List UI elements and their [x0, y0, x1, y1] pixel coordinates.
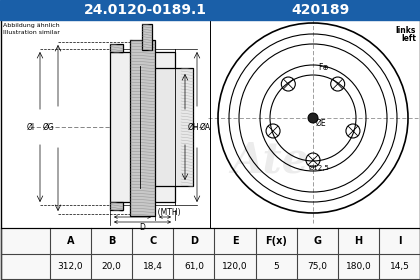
Bar: [0, 228, 420, 279]
Text: 20,0: 20,0: [102, 262, 122, 271]
Text: C (MTH): C (MTH): [150, 207, 180, 216]
Text: H: H: [354, 236, 362, 246]
Text: F(x): F(x): [265, 236, 287, 246]
Bar: [110, 202, 123, 210]
Text: Illustration similar: Illustration similar: [3, 30, 60, 35]
Text: B: B: [108, 236, 116, 246]
Text: 75,0: 75,0: [307, 262, 327, 271]
Text: left: left: [401, 34, 416, 43]
Text: B: B: [130, 207, 135, 216]
Text: ØA: ØA: [200, 123, 211, 132]
Text: 120,0: 120,0: [222, 262, 248, 271]
Bar: [130, 40, 155, 216]
Text: 420189: 420189: [291, 3, 349, 17]
Text: links: links: [396, 26, 416, 35]
Text: 61,0: 61,0: [184, 262, 204, 271]
Text: 5: 5: [273, 262, 279, 271]
Text: 18,4: 18,4: [143, 262, 163, 271]
Text: D: D: [190, 236, 198, 246]
Bar: [0, 0, 420, 20]
Text: D: D: [139, 223, 145, 232]
Text: 312,0: 312,0: [58, 262, 83, 271]
Bar: [140, 68, 193, 186]
Bar: [110, 44, 123, 52]
Text: Ø12,5: Ø12,5: [309, 165, 329, 171]
Text: A: A: [67, 236, 74, 246]
Text: G: G: [313, 236, 321, 246]
Text: 180,0: 180,0: [346, 262, 371, 271]
Text: 24.0120-0189.1: 24.0120-0189.1: [84, 3, 207, 17]
Text: ØH: ØH: [188, 123, 199, 132]
Text: 14,5: 14,5: [389, 262, 410, 271]
Text: ØI: ØI: [27, 123, 35, 132]
Text: ØG: ØG: [43, 123, 55, 132]
Text: ØE: ØE: [316, 118, 327, 127]
Bar: [110, 52, 175, 202]
Text: E: E: [232, 236, 238, 246]
Text: Abbildung ähnlich: Abbildung ähnlich: [3, 23, 60, 28]
Text: F⊕: F⊕: [318, 62, 329, 71]
Text: Ate: Ate: [231, 139, 309, 181]
Bar: [0, 228, 420, 279]
Bar: [142, 24, 152, 50]
Text: I: I: [398, 236, 401, 246]
Circle shape: [308, 113, 318, 123]
Text: C: C: [149, 236, 156, 246]
